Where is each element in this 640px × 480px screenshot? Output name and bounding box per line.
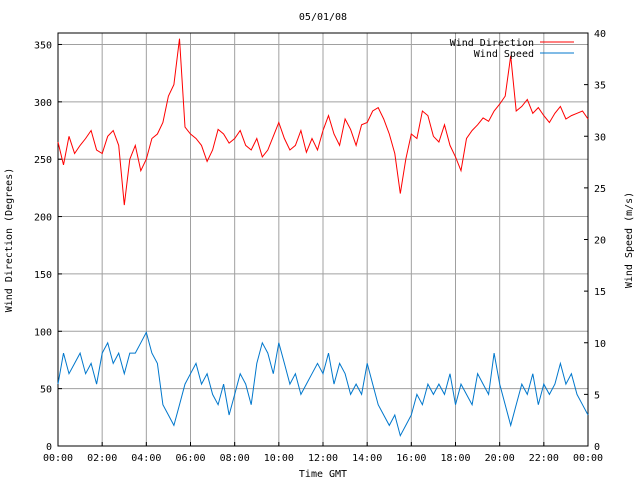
x-tick-label: 18:00 <box>440 453 470 464</box>
x-tick-label: 12:00 <box>308 453 338 464</box>
x-axis-label: Time GMT <box>299 469 347 480</box>
series-line-wind-direction <box>57 38 589 206</box>
y-axis-label-left: Wind Direction (Degrees) <box>4 168 15 313</box>
y-left-tick-label: 50 <box>40 385 52 396</box>
x-tick-label: 02:00 <box>87 453 117 464</box>
x-tick-label: 22:00 <box>529 453 559 464</box>
y-axis-label-right: Wind Speed (m/s) <box>624 192 635 288</box>
series-line-wind-speed <box>57 331 589 438</box>
y-right-tick-label: 0 <box>594 442 600 453</box>
y-right-tick-label: 40 <box>594 29 606 40</box>
y-left-tick-label: 150 <box>34 270 52 281</box>
y-left-tick-label: 200 <box>34 213 52 224</box>
legend-label-wind-speed: Wind Speed <box>474 49 534 60</box>
x-tick-label: 00:00 <box>573 453 603 464</box>
y-left-tick-label: 350 <box>34 40 52 51</box>
y-right-tick-label: 15 <box>594 287 606 298</box>
ticks: 00:00 02:00 04:00 06:00 08:00 10:00 12:00 14:00… <box>34 29 606 464</box>
y-right-tick-label: 20 <box>594 236 606 247</box>
grid <box>58 33 588 446</box>
y-right-tick-label: 10 <box>594 339 606 350</box>
x-tick-label: 08:00 <box>220 453 250 464</box>
y-left-tick-label: 300 <box>34 98 52 109</box>
y-left-tick-label: 0 <box>46 442 52 453</box>
y-left-tick-label: 100 <box>34 327 52 338</box>
legend-label-wind-direction: Wind Direction <box>450 38 534 49</box>
legend: Wind Direction Wind Speed <box>450 38 574 60</box>
series-layer <box>57 38 589 438</box>
x-tick-label: 20:00 <box>485 453 515 464</box>
x-tick-label: 04:00 <box>131 453 161 464</box>
x-tick-label: 16:00 <box>396 453 426 464</box>
y-left-tick-label: 250 <box>34 155 52 166</box>
x-tick-label: 10:00 <box>264 453 294 464</box>
y-right-tick-label: 5 <box>594 390 600 401</box>
x-tick-label: 06:00 <box>175 453 205 464</box>
y-right-tick-label: 25 <box>594 184 606 195</box>
x-tick-label: 14:00 <box>352 453 382 464</box>
x-tick-label: 00:00 <box>43 453 73 464</box>
y-right-tick-label: 30 <box>594 132 606 143</box>
chart-title: 05/01/08 <box>299 12 347 23</box>
y-right-tick-label: 35 <box>594 81 606 92</box>
